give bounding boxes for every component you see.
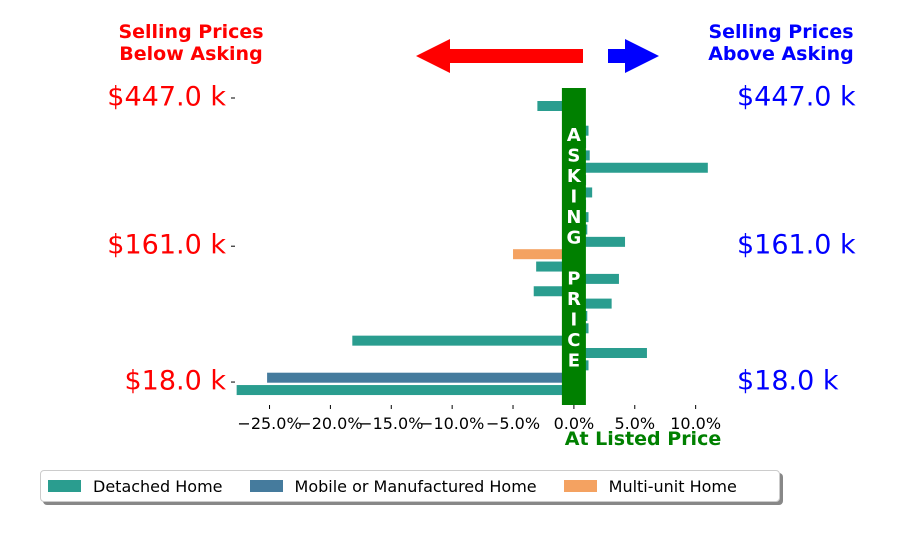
y-tick-label-left: $161.0 k: [107, 230, 226, 261]
asking-band-letter: N: [566, 207, 581, 228]
y-axis-right: $447.0 k $161.0 k $18.0 k: [737, 82, 856, 397]
asking-band-letter: A: [567, 125, 581, 146]
x-tick-label: −20.0%: [298, 414, 362, 433]
y-tick-label-right: $447.0 k: [737, 82, 856, 113]
y-tick-label-left: $18.0 k: [124, 366, 226, 397]
legend-item: Detached Home: [48, 477, 223, 496]
asking-band-letter: C: [567, 330, 580, 351]
bar: [573, 162, 708, 173]
below-asking-label: Selling Prices Below Asking: [118, 21, 264, 65]
x-axis: −25.0%−20.0%−15.0%−10.0% −5.0% 0.0% 5.0% 10.…: [237, 405, 721, 450]
bar: [267, 372, 574, 383]
above-arrow-icon: [608, 39, 659, 73]
asking-band-letter: R: [567, 289, 581, 310]
legend-item: Multi-unit Home: [563, 476, 737, 496]
asking-band-letter: K: [567, 166, 582, 187]
legend-swatch: [249, 480, 283, 492]
above-asking-label: Selling Prices Above Asking: [708, 21, 854, 65]
bar: [573, 273, 619, 284]
legend-item: Mobile or Manufactured Home: [249, 476, 537, 496]
bar: [573, 236, 626, 247]
below-arrow-icon: [416, 39, 583, 73]
x-tick-label: −10.0%: [420, 414, 484, 433]
asking-band-letter: P: [567, 269, 580, 290]
legend-label: Mobile or Manufactured Home: [294, 476, 537, 496]
bar: [537, 101, 574, 111]
bar: [573, 348, 647, 358]
legend-label: Multi-unit Home: [608, 476, 737, 496]
asking-band-letter: S: [567, 146, 580, 167]
asking-band-letter: E: [568, 351, 580, 372]
legend: Detached Home Mobile or Manufactured Home…: [40, 470, 780, 502]
asking-band-letter: I: [571, 310, 578, 331]
x-tick-label: 0.0%: [554, 414, 595, 433]
x-tick-label: 5.0%: [614, 414, 655, 433]
bar: [573, 298, 612, 309]
legend-swatch: [48, 480, 81, 492]
bar: [536, 261, 574, 272]
y-tick-label-left: $447.0 k: [107, 82, 226, 113]
asking-band-letter: G: [567, 228, 582, 249]
bar: [533, 286, 574, 297]
x-tick-label: −15.0%: [359, 414, 423, 433]
y-tick-label-right: $18.0 k: [737, 366, 839, 397]
x-tick-label: −5.0%: [486, 414, 540, 433]
asking-band-letter: I: [571, 187, 578, 208]
x-tick-label: 10.0%: [670, 414, 721, 433]
asking-band-bar: [561, 88, 586, 405]
legend-swatch: [563, 480, 597, 492]
x-tick-label: −25.0%: [237, 414, 301, 433]
legend-label: Detached Home: [93, 476, 223, 496]
y-axis-left: $447.0 k $161.0 k $18.0 k: [107, 82, 235, 397]
y-tick-label-right: $161.0 k: [737, 230, 856, 261]
bar: [236, 385, 574, 396]
bar: [352, 335, 574, 346]
bar: [513, 249, 574, 260]
at-listed-price-label: At Listed Price: [565, 428, 721, 450]
bars-layer: [236, 101, 708, 396]
